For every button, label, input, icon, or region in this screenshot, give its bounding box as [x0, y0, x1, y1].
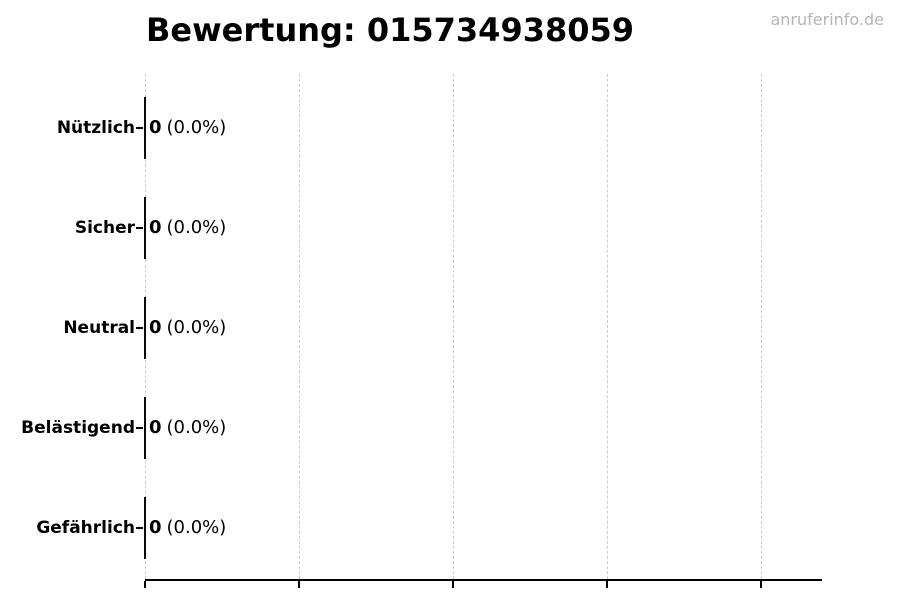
gridline [299, 74, 300, 579]
x-axis-tick [452, 581, 454, 588]
x-axis-tick [298, 581, 300, 588]
gridline [607, 74, 608, 579]
bar-neutral [144, 296, 146, 359]
value-percent: (0.0%) [166, 116, 227, 138]
y-axis-tick [136, 526, 143, 529]
y-axis-tick [136, 226, 143, 229]
value-label: 0 (0.0%) [149, 415, 226, 441]
x-axis-tick [760, 581, 762, 588]
value-percent: (0.0%) [166, 316, 227, 338]
category-label: Nützlich [56, 117, 135, 138]
value-count: 0 [149, 516, 162, 538]
value-count: 0 [149, 116, 162, 138]
value-percent: (0.0%) [166, 216, 227, 238]
value-label: 0 (0.0%) [149, 515, 226, 541]
value-count: 0 [149, 316, 162, 338]
bar-belaestigend [144, 396, 146, 459]
value-count: 0 [149, 216, 162, 238]
x-axis-tick [144, 581, 146, 588]
value-percent: (0.0%) [166, 516, 227, 538]
value-label: 0 (0.0%) [149, 215, 226, 241]
watermark: anruferinfo.de [770, 10, 884, 29]
y-axis-tick [136, 426, 143, 429]
category-label: Neutral [63, 317, 135, 338]
value-label: 0 (0.0%) [149, 315, 226, 341]
category-label: Sicher [74, 217, 135, 238]
y-axis-tick [136, 326, 143, 329]
category-label: Belästigend [21, 417, 135, 438]
bar-sicher [144, 196, 146, 259]
value-count: 0 [149, 416, 162, 438]
x-axis-tick [606, 581, 608, 588]
value-percent: (0.0%) [166, 416, 227, 438]
bar-nuetzlich [144, 96, 146, 159]
chart-title: Bewertung: 015734938059 [146, 11, 635, 49]
value-label: 0 (0.0%) [149, 115, 226, 141]
bar-gefaehrlich [144, 496, 146, 559]
gridline [453, 74, 454, 579]
category-label: Gefährlich [36, 517, 135, 538]
plot-area: Nützlich 0 (0.0%) Sicher 0 (0.0%) Neutral … [21, 74, 822, 588]
y-axis-tick [136, 126, 143, 129]
gridline [761, 74, 762, 579]
